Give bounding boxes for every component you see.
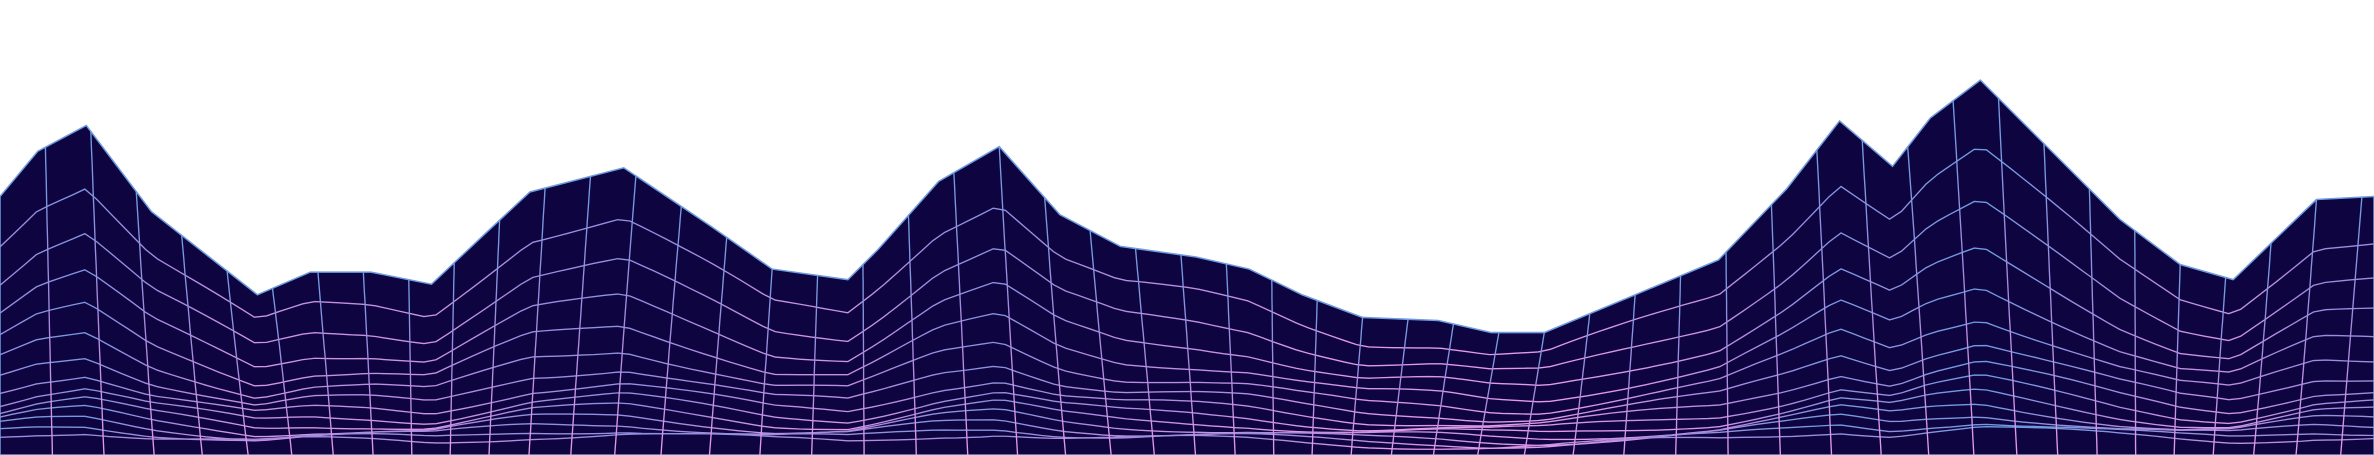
grid-column-line [614, 175, 637, 455]
grid-column-line [2340, 197, 2363, 455]
grid-column-line [1390, 319, 1409, 455]
grid-row-line [0, 321, 2374, 415]
grid-column-line [488, 220, 501, 455]
grid-column-line [2043, 143, 2059, 455]
grid-column-line [2295, 199, 2318, 455]
grid-column-line [1572, 313, 1591, 455]
grid-column-line [1044, 197, 1067, 455]
grid-column-line [1089, 230, 1112, 455]
grid-column-line [708, 237, 728, 455]
grid-column-line [317, 272, 334, 455]
grid-row-line [0, 360, 2374, 427]
grid-column-line [1770, 204, 1782, 455]
grid-column-line [862, 264, 865, 455]
grid-row-line [0, 288, 2374, 403]
grid-column-line [1477, 332, 1500, 455]
grid-row-line [0, 388, 2374, 434]
grid-column-line [181, 235, 203, 455]
grid-row-line [0, 148, 2374, 356]
grid-column-line [1861, 140, 1882, 455]
grid-column-line [2212, 277, 2227, 455]
grid-row-line [0, 247, 2374, 386]
grid-column-line [1952, 100, 1975, 455]
grid-column-line [2088, 188, 2098, 455]
grid-column-line [998, 146, 1019, 455]
grid-column-line [90, 131, 105, 455]
grid-column-line [2134, 230, 2137, 455]
grid-column-line [1997, 98, 2018, 455]
grid-column-line [1432, 323, 1455, 455]
grid-column-line [1134, 248, 1155, 455]
grid-column-line [1271, 280, 1275, 455]
grid-column-line [226, 270, 249, 455]
grid-column-line [528, 188, 546, 455]
grid-column-line [2173, 264, 2181, 455]
grid-column-line [408, 279, 413, 455]
grid-column-line [953, 172, 969, 455]
grid-column-line [1523, 332, 1545, 455]
grid-row-line [0, 344, 2374, 423]
grid-column-line [1311, 300, 1318, 455]
grid-column-line [1675, 275, 1682, 455]
grid-column-line [759, 269, 773, 455]
grid-column-line [1180, 254, 1197, 455]
grid-row-line [0, 200, 2374, 370]
grid-column-line [570, 176, 592, 455]
grid-column-line [44, 147, 54, 455]
grid-column-line [660, 206, 682, 455]
grid-column-line [1816, 150, 1833, 455]
grid-row-line [0, 426, 2374, 450]
grid-column-line [2252, 243, 2272, 455]
grid-column-line [1623, 294, 1636, 455]
grid-column-line [810, 275, 819, 455]
grid-column-line [1350, 317, 1364, 455]
mountain-silhouette [0, 79, 2374, 455]
grid-column-line [1225, 263, 1236, 455]
grid-column-line [907, 215, 917, 455]
grid-column-line [135, 191, 155, 455]
wireframe-grid [0, 98, 2374, 455]
grid-column-line [449, 262, 455, 455]
grid-column-line [1906, 146, 1930, 455]
grid-row-line [0, 374, 2374, 432]
grid-column-line [1725, 252, 1729, 455]
grid-column-line [362, 272, 374, 455]
grid-column-line [271, 288, 293, 455]
